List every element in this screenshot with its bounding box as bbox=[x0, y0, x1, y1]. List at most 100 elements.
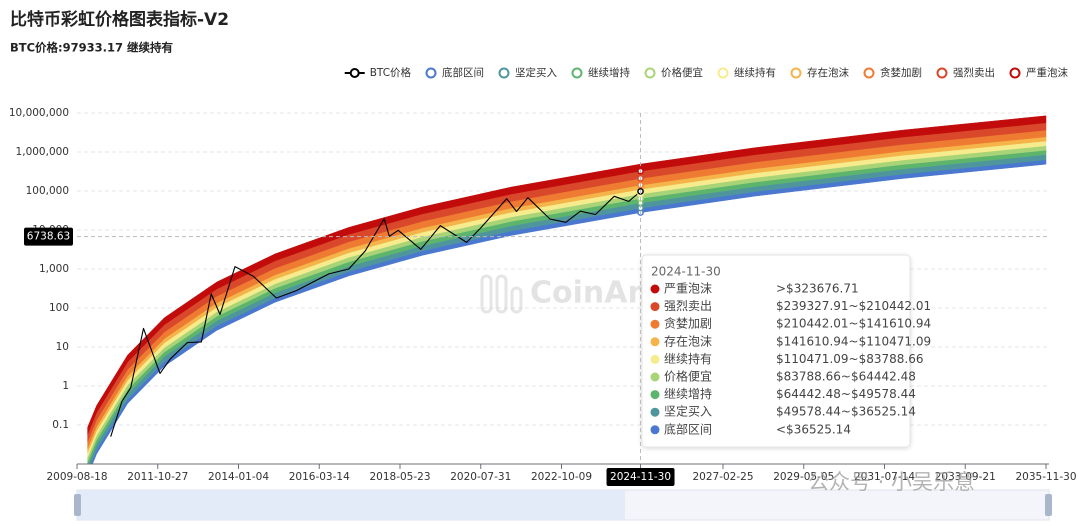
x-tick-label: 2011-10-27 bbox=[127, 471, 188, 483]
tooltip-marker bbox=[650, 390, 660, 400]
logo-bar bbox=[510, 286, 523, 314]
tooltip-name: 继续增持 bbox=[664, 386, 712, 401]
tooltip-name: 贪婪加剧 bbox=[664, 316, 712, 331]
legend-label: 坚定买入 bbox=[515, 66, 557, 79]
tooltip-name: 存在泡沫 bbox=[664, 334, 712, 348]
legend-item: BTC价格 bbox=[344, 66, 412, 79]
legend-item: 严重泡沫 bbox=[1009, 66, 1068, 79]
legend-item: 价格便宜 bbox=[644, 66, 703, 79]
logo-bar bbox=[495, 274, 508, 314]
y-tick-label: 1,000,000 bbox=[16, 146, 69, 158]
tooltip-value: >$323676.71 bbox=[776, 282, 859, 296]
legend-label: 贪婪加剧 bbox=[880, 66, 922, 79]
legend-symbol bbox=[717, 67, 729, 79]
zoom-selection[interactable] bbox=[77, 490, 625, 520]
tooltip-marker bbox=[650, 302, 660, 312]
rainbow-band bbox=[87, 115, 1047, 435]
tooltip-value: $83788.66~$64442.48 bbox=[776, 370, 916, 384]
tooltip-marker bbox=[650, 372, 660, 382]
legend-item: 存在泡沫 bbox=[790, 66, 849, 79]
tooltip-name: 底部区间 bbox=[664, 421, 712, 436]
tooltip-value: <$36525.14 bbox=[776, 422, 851, 436]
legend-item: 底部区间 bbox=[425, 66, 484, 79]
legend-label: 价格便宜 bbox=[661, 66, 703, 79]
legend-label: 存在泡沫 bbox=[807, 66, 849, 79]
tooltip-marker bbox=[650, 425, 660, 435]
tooltip-title: 2024-11-30 bbox=[651, 265, 721, 279]
tooltip-value: $239327.91~$210442.01 bbox=[776, 299, 931, 313]
tooltip-value: $141610.94~$110471.09 bbox=[776, 334, 931, 348]
tooltip-value: $64442.48~$49578.44 bbox=[776, 387, 916, 401]
crosshair-y-label: 6738.63 bbox=[27, 231, 70, 243]
zoom-handle[interactable] bbox=[74, 494, 81, 516]
logo-bar bbox=[480, 274, 493, 314]
tooltip-marker bbox=[650, 407, 660, 417]
legend: BTC价格 底部区间 坚定买入 继续增持 价格便宜 继续持有 存在泡沫 贪婪加剧 强烈卖出 严重泡… bbox=[344, 66, 1068, 79]
x-tick-label: 2022-10-09 bbox=[531, 471, 592, 483]
legend-symbol bbox=[936, 67, 948, 79]
grid bbox=[77, 112, 1049, 426]
legend-label: 继续持有 bbox=[734, 66, 776, 79]
tooltip-name: 强烈卖出 bbox=[664, 299, 712, 313]
axes: 10,000,0001,000,000100,00010,0001,000100… bbox=[9, 107, 1077, 483]
tooltip-marker bbox=[650, 337, 660, 347]
tooltip-marker bbox=[650, 319, 660, 329]
legend-label: 强烈卖出 bbox=[953, 66, 995, 79]
y-tick-label: 100 bbox=[49, 302, 69, 314]
tooltip-value: $49578.44~$36525.14 bbox=[776, 405, 916, 419]
watermark-logo bbox=[480, 274, 523, 314]
x-tick-label: 2020-07-31 bbox=[450, 471, 511, 483]
legend-symbol bbox=[644, 67, 656, 79]
legend-label: 继续增持 bbox=[588, 66, 630, 79]
crosshair-x-label: 2024-11-30 bbox=[610, 471, 671, 483]
legend-symbol bbox=[425, 67, 437, 79]
legend-item: 继续持有 bbox=[717, 66, 776, 79]
y-tick-label: 1,000 bbox=[39, 263, 69, 275]
chart-subtitle: BTC价格:97933.17 继续持有 bbox=[10, 41, 174, 55]
legend-symbol bbox=[790, 67, 802, 79]
rainbow bbox=[87, 115, 1047, 464]
watermark: 公众号 · 小吴乐意 bbox=[808, 470, 975, 494]
crosshair-y-label-box bbox=[24, 227, 73, 246]
lines bbox=[110, 190, 641, 437]
x-tick-label: 2009-08-18 bbox=[46, 471, 107, 483]
legend-symbol bbox=[863, 67, 875, 79]
legend-item: 继续增持 bbox=[571, 66, 630, 79]
y-tick-label: 1 bbox=[62, 380, 69, 392]
zoom-handle[interactable] bbox=[1045, 494, 1052, 516]
y-tick-label: 0.1 bbox=[52, 419, 69, 431]
x-tick-label: 2031-07-14 bbox=[854, 471, 915, 483]
tooltip-name: 继续持有 bbox=[664, 351, 712, 366]
chart-title: 比特币彩虹价格图表指标-V2 bbox=[10, 9, 229, 30]
legend-symbol bbox=[349, 68, 360, 78]
tooltip-marker bbox=[650, 354, 660, 364]
y-tick-label: 10 bbox=[56, 341, 69, 353]
data-zoom[interactable] bbox=[74, 489, 1052, 521]
legend-item: 贪婪加剧 bbox=[863, 66, 922, 79]
x-tick-label: 2027-02-25 bbox=[692, 471, 753, 483]
x-tick-label: 2029-05-05 bbox=[773, 471, 834, 483]
legend-item: 坚定买入 bbox=[498, 66, 557, 79]
x-tick-label: 2016-03-14 bbox=[289, 471, 350, 483]
tooltip-value: $210442.01~$141610.94 bbox=[776, 317, 931, 331]
legend-label: 严重泡沫 bbox=[1026, 66, 1068, 79]
legend-item: 强烈卖出 bbox=[936, 66, 995, 79]
tooltip-name: 严重泡沫 bbox=[664, 282, 712, 296]
legend-symbol bbox=[498, 67, 510, 79]
tooltip-box bbox=[641, 254, 911, 448]
tooltip-marker bbox=[650, 284, 660, 294]
x-tick-label: 2018-05-23 bbox=[369, 471, 430, 483]
y-tick-label: 10,000,000 bbox=[9, 107, 69, 119]
tooltip-name: 坚定买入 bbox=[664, 404, 712, 419]
x-tick-label: 2014-01-04 bbox=[208, 471, 269, 483]
tooltip: 6738.63 2024-11-30 2024-11-30 严重泡沫 >$323676.… bbox=[24, 167, 931, 486]
legend-label: 底部区间 bbox=[442, 66, 484, 79]
x-tick-label: 2033-09-21 bbox=[935, 471, 996, 483]
crosshair-x-label-box bbox=[606, 468, 675, 486]
legend-symbol bbox=[571, 67, 583, 79]
y-tick-label: 100,000 bbox=[26, 185, 69, 197]
price-line bbox=[110, 190, 641, 437]
tooltip-value: $110471.09~$83788.66 bbox=[776, 352, 923, 366]
